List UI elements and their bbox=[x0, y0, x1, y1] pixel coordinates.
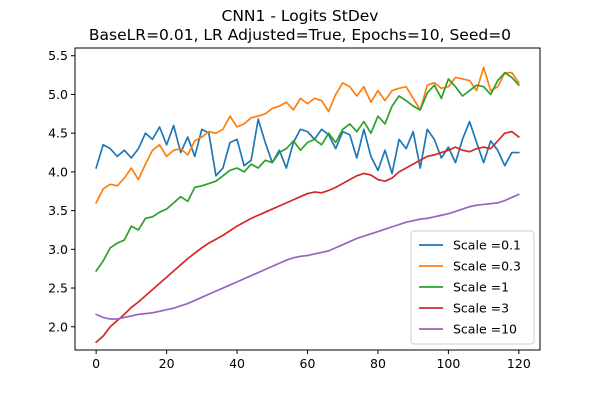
y-tick-label: 4.5 bbox=[48, 126, 68, 141]
y-tick-label: 4.0 bbox=[48, 164, 68, 179]
series-line-3 bbox=[95, 130, 520, 344]
y-tick-label: 5.0 bbox=[48, 87, 68, 102]
series-line-4 bbox=[95, 193, 520, 320]
chart-subtitle: BaseLR=0.01, LR Adjusted=True, Epochs=10… bbox=[89, 26, 511, 44]
legend-box bbox=[410, 230, 535, 345]
y-tick-label: 5.5 bbox=[48, 48, 68, 63]
x-tick-label: 80 bbox=[370, 356, 386, 371]
series-layer bbox=[95, 66, 520, 344]
x-tick-label: 120 bbox=[507, 356, 531, 371]
y-axis: 2.0 2.5 3.0 3.5 4.0 4.5 5.0 5.5 bbox=[48, 48, 75, 334]
x-tick-label: 0 bbox=[92, 356, 100, 371]
y-tick-label: 3.5 bbox=[48, 203, 68, 218]
x-axis: 0 20 40 60 80 100 120 bbox=[92, 350, 531, 371]
legend-label-2: Scale =1 bbox=[453, 280, 509, 295]
chart-title: CNN1 - Logits StDev bbox=[222, 7, 379, 25]
legend-label-3: Scale =3 bbox=[453, 301, 509, 316]
legend: Scale =0.1 Scale =0.3 Scale =1 Scale =3 Scal… bbox=[410, 230, 535, 345]
x-tick-label: 60 bbox=[300, 356, 316, 371]
series-line-1 bbox=[95, 66, 520, 204]
series-line-0 bbox=[95, 118, 520, 177]
y-tick-label: 3.0 bbox=[48, 242, 68, 257]
y-tick-label: 2.0 bbox=[48, 319, 68, 334]
x-tick-label: 40 bbox=[229, 356, 245, 371]
series-line-2 bbox=[95, 71, 520, 272]
legend-label-1: Scale =0.3 bbox=[453, 259, 521, 274]
x-tick-label: 20 bbox=[159, 356, 175, 371]
legend-label-0: Scale =0.1 bbox=[453, 238, 521, 253]
x-tick-label: 100 bbox=[436, 356, 460, 371]
legend-label-4: Scale =10 bbox=[453, 322, 517, 337]
y-tick-label: 2.5 bbox=[48, 281, 68, 296]
